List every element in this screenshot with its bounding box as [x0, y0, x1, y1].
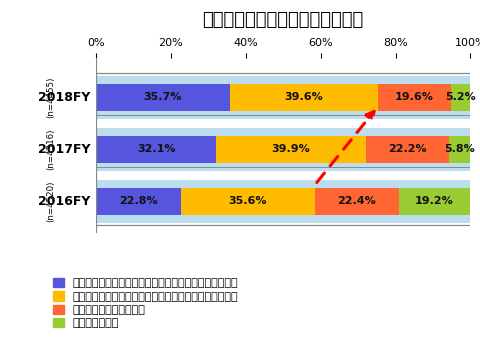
Text: 22.4%: 22.4% — [337, 196, 376, 206]
Bar — [449, 136, 470, 163]
Text: 39.6%: 39.6% — [285, 92, 323, 102]
Bar — [315, 188, 398, 215]
Bar — [378, 84, 451, 111]
Text: 22.8%: 22.8% — [120, 196, 158, 206]
Bar — [96, 188, 181, 215]
Text: 32.1%: 32.1% — [137, 144, 175, 154]
Text: 19.2%: 19.2% — [415, 196, 454, 206]
Bar — [96, 180, 470, 223]
Text: 5.8%: 5.8% — [444, 144, 475, 154]
Text: 39.9%: 39.9% — [272, 144, 310, 154]
Bar — [216, 136, 366, 163]
Bar — [96, 136, 216, 163]
Bar — [451, 84, 471, 111]
Text: (n=4520): (n=4520) — [47, 181, 56, 222]
Title: 人材確保の状況（国内・製造業）: 人材確保の状況（国内・製造業） — [203, 11, 364, 28]
Text: 19.6%: 19.6% — [395, 92, 434, 102]
Legend: 大きな課題となっており、ビジネスにも影響が出ている, 課題ではあるが、ビジネスに影響が出ている程ではない, 課題が顕在化しつつある, 特に課題はない: 大きな課題となっており、ビジネスにも影響が出ている, 課題ではあるが、ビジネスに… — [53, 278, 239, 328]
Text: (n=4316): (n=4316) — [47, 129, 56, 170]
Text: 35.6%: 35.6% — [229, 196, 267, 206]
Bar — [96, 128, 470, 171]
Bar — [181, 188, 315, 215]
Text: (n=4455): (n=4455) — [47, 77, 56, 118]
Text: 35.7%: 35.7% — [144, 92, 182, 102]
Text: 2017FY: 2017FY — [38, 143, 90, 156]
Bar — [96, 84, 229, 111]
Text: 2018FY: 2018FY — [38, 91, 90, 104]
Bar — [96, 76, 470, 119]
Bar — [366, 136, 449, 163]
Text: 22.2%: 22.2% — [388, 144, 426, 154]
Bar — [229, 84, 378, 111]
Text: 5.2%: 5.2% — [445, 92, 477, 102]
Text: 2016FY: 2016FY — [38, 195, 90, 208]
Bar — [398, 188, 470, 215]
